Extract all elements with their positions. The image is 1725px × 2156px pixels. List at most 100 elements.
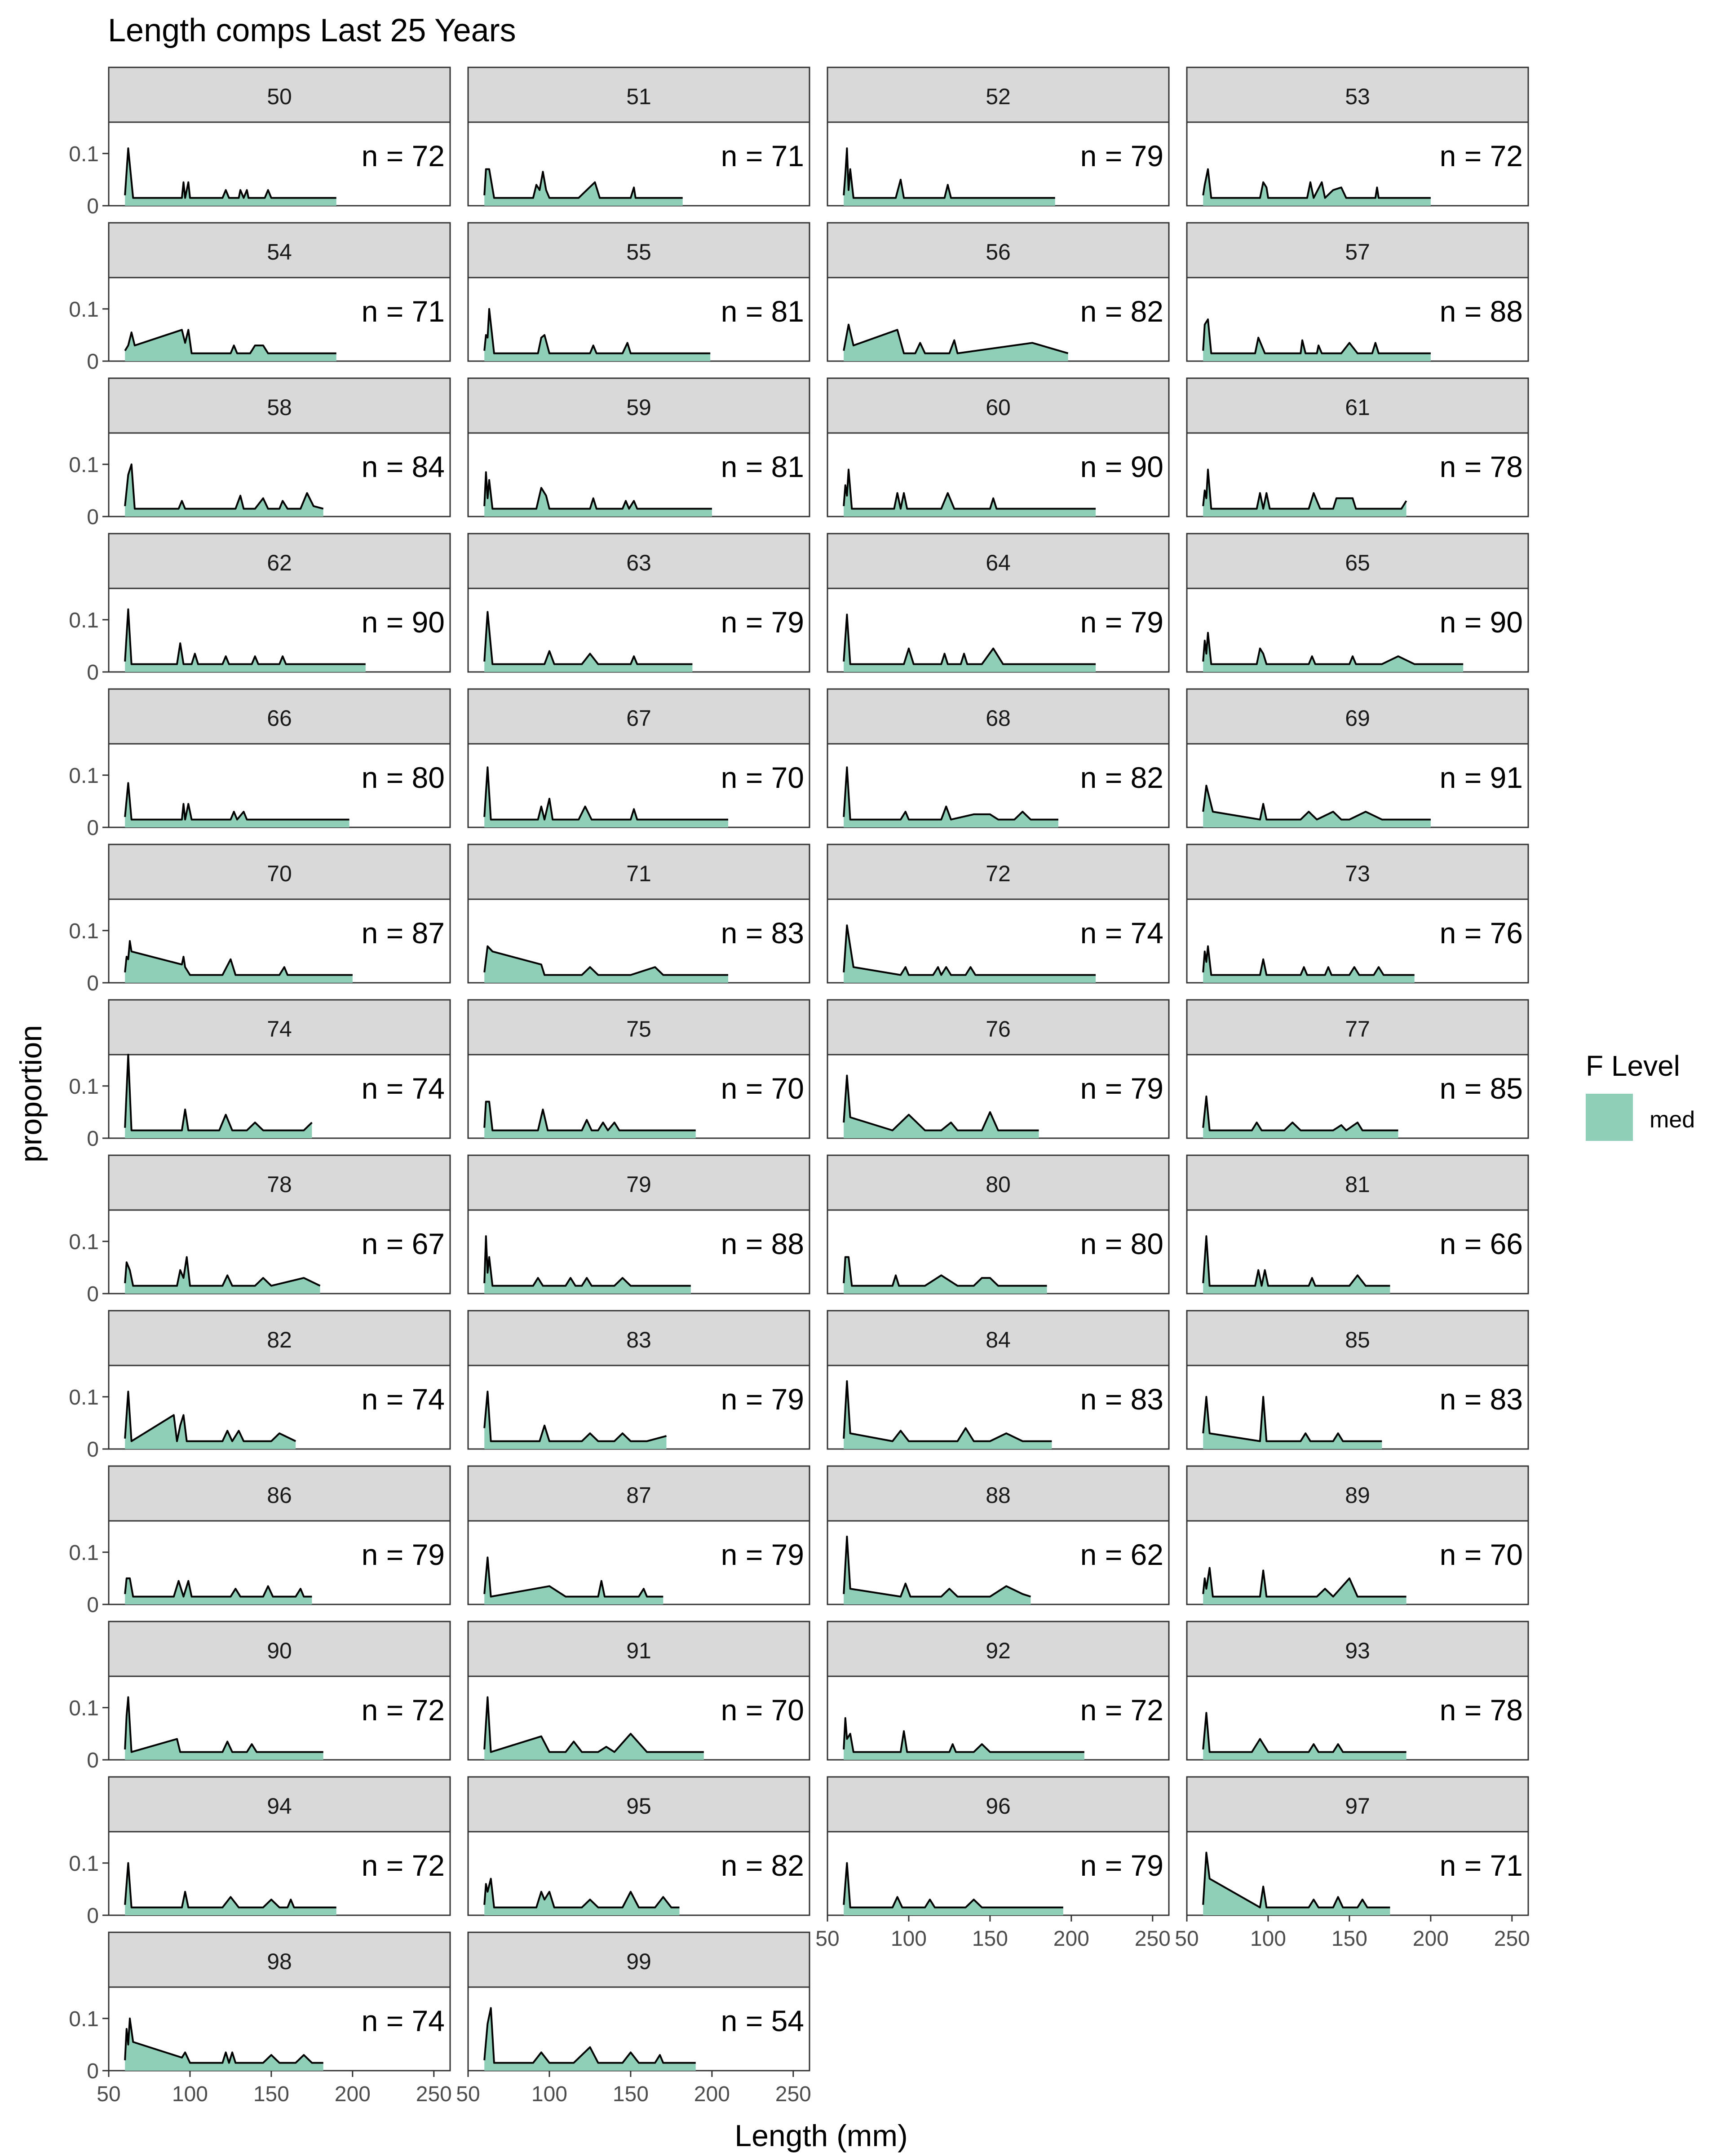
facet-panel-68: 68 n = 82 — [827, 688, 1170, 828]
facet-panel-82: 82 n = 74 0 0.1 — [69, 1310, 451, 1462]
facet-strip — [467, 377, 810, 434]
facet-strip-label: 67 — [626, 706, 651, 731]
panel-background — [1186, 1365, 1529, 1450]
x-tick-label: 250 — [416, 2082, 452, 2106]
facet-strip — [1186, 1465, 1529, 1522]
facet-strip — [108, 222, 451, 278]
facet-strip-label: 98 — [267, 1949, 292, 1974]
y-tick-label: 0 — [87, 661, 99, 685]
series-area — [125, 1697, 323, 1760]
facet-panel-99: 99 n = 54 — [467, 1931, 810, 2072]
y-tick-label: 0.1 — [69, 1230, 99, 1254]
x-axis-col-1: 50 100 150 200 250 — [97, 2071, 452, 2106]
sample-size-label: n = 71 — [721, 139, 804, 172]
y-tick-label: 0.1 — [69, 1075, 99, 1099]
facet-panel-86: 86 n = 79 0 0.1 — [69, 1465, 451, 1617]
panel-background — [827, 432, 1170, 517]
y-tick-label: 0 — [87, 1749, 99, 1772]
facet-strip-label: 68 — [986, 706, 1011, 731]
series-area — [484, 767, 728, 827]
series-line — [124, 1391, 296, 1442]
facet-strip — [108, 533, 451, 589]
series-area — [844, 767, 1058, 827]
facet-panel-83: 83 n = 79 — [467, 1310, 810, 1450]
facet-strip — [827, 222, 1170, 278]
facet-panel-72: 72 n = 74 — [827, 844, 1170, 984]
sample-size-label: n = 79 — [1080, 139, 1163, 172]
series-area — [844, 324, 1068, 361]
facet-strip-label: 58 — [267, 395, 292, 420]
y-tick-label: 0.1 — [69, 1697, 99, 1720]
series-area — [484, 1878, 680, 1915]
facet-strip — [467, 1931, 810, 1988]
facet-strip-label: 69 — [1345, 706, 1370, 731]
facet-strip — [827, 1465, 1170, 1522]
series-line — [1202, 945, 1415, 976]
sample-size-label: n = 74 — [362, 1383, 445, 1416]
panel-background — [467, 121, 810, 207]
sample-size-label: n = 74 — [1080, 916, 1163, 950]
legend-title: F Level — [1586, 1050, 1680, 1082]
y-tick-label: 0.1 — [69, 1386, 99, 1409]
panel-background — [827, 1365, 1170, 1450]
facet-strip-label: 51 — [626, 84, 651, 109]
facet-panel-60: 60 n = 90 — [827, 377, 1170, 517]
sample-size-label: n = 80 — [1080, 1227, 1163, 1260]
sample-size-label: n = 70 — [721, 761, 804, 794]
series-area — [484, 1101, 696, 1138]
sample-size-label: n = 79 — [1080, 1849, 1163, 1882]
x-tick-label: 250 — [1494, 1927, 1530, 1951]
x-axis-col-3: 50 100 150 200 250 — [815, 1915, 1171, 1951]
series-area — [1203, 469, 1407, 517]
facet-strip — [1186, 222, 1529, 278]
series-area — [484, 1236, 691, 1294]
series-area — [844, 469, 1096, 517]
sample-size-label: n = 62 — [1080, 1538, 1163, 1571]
sample-size-label: n = 82 — [1080, 295, 1163, 328]
facet-panel-51: 51 n = 71 — [467, 66, 810, 207]
sample-size-label: n = 83 — [1080, 1383, 1163, 1416]
facet-panel-57: 57 n = 88 — [1186, 222, 1529, 362]
facet-panel-58: 58 n = 84 0 0.1 — [69, 377, 451, 529]
series-line — [483, 1556, 663, 1598]
facet-strip — [1186, 688, 1529, 745]
series-area — [1203, 1568, 1407, 1604]
facet-panel-69: 69 n = 91 — [1186, 688, 1529, 828]
sample-size-label: n = 74 — [362, 2004, 445, 2037]
facet-strip-label: 62 — [267, 550, 292, 575]
x-axis-label: Length (mm) — [734, 2119, 907, 2153]
x-tick-label: 150 — [613, 2082, 649, 2106]
facet-strip-label: 86 — [267, 1483, 292, 1508]
facet-strip-label: 73 — [1345, 861, 1370, 886]
facet-panel-92: 92 n = 72 — [827, 1621, 1170, 1761]
series-area — [1203, 1236, 1390, 1294]
series-line — [124, 329, 336, 354]
facet-strip — [467, 533, 810, 589]
series-line — [1202, 468, 1407, 510]
facet-strip-label: 84 — [986, 1327, 1011, 1352]
x-tick-label: 100 — [172, 2082, 208, 2106]
facet-panel-93: 93 n = 78 — [1186, 1621, 1529, 1761]
series-line — [483, 611, 693, 665]
facet-strip-label: 96 — [986, 1794, 1011, 1819]
x-axis-col-4: 50 100 150 200 250 — [1175, 1915, 1530, 1951]
series-area — [484, 612, 693, 672]
sample-size-label: n = 83 — [1440, 1383, 1523, 1416]
x-tick-label: 200 — [335, 2082, 371, 2106]
series-line — [483, 1391, 667, 1442]
panel-background — [108, 1520, 451, 1605]
x-tick-label: 150 — [1331, 1927, 1367, 1951]
sample-size-label: n = 83 — [721, 916, 804, 950]
facet-strip-label: 77 — [1345, 1016, 1370, 1042]
facet-panel-65: 65 n = 90 — [1186, 533, 1529, 673]
facet-strip — [108, 844, 451, 900]
series-line — [843, 1256, 1047, 1287]
series-area — [844, 925, 1096, 983]
series-line — [843, 147, 1055, 199]
series-line — [1202, 1567, 1407, 1598]
facet-strip — [467, 1465, 810, 1522]
y-tick-label: 0 — [87, 1282, 99, 1306]
facet-strip-label: 78 — [267, 1172, 292, 1197]
y-tick-label: 0 — [87, 972, 99, 995]
